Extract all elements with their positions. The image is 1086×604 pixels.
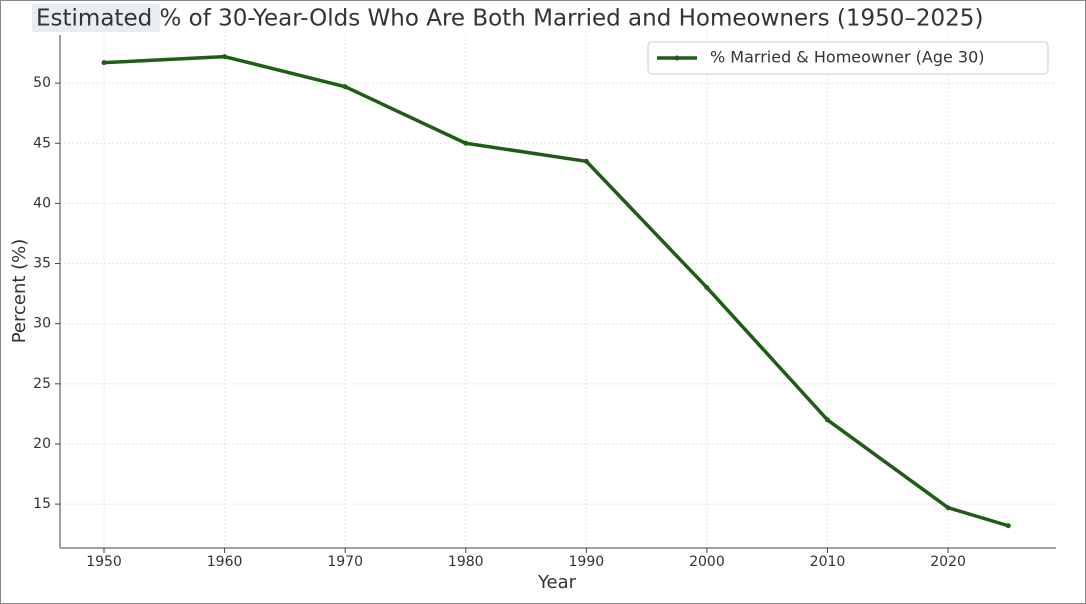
x-tick-label: 1980 <box>448 554 484 570</box>
y-tick-label: 15 <box>33 496 51 512</box>
data-line <box>103 54 1009 528</box>
y-tick-label: 45 <box>33 135 51 151</box>
x-tick-label: 2020 <box>930 554 966 570</box>
x-tick-label: 2000 <box>689 554 725 570</box>
legend-marker <box>674 55 680 61</box>
data-point <box>1005 523 1011 529</box>
data-point <box>342 84 348 90</box>
data-point <box>704 285 710 291</box>
x-tick-label: 1970 <box>327 554 363 570</box>
data-point <box>824 417 830 423</box>
y-tick-label: 50 <box>33 75 51 91</box>
chart-title: Estimated % of 30-Year-Olds Who Are Both… <box>36 6 983 32</box>
data-point <box>583 158 589 164</box>
data-point <box>222 54 228 60</box>
title-highlight <box>32 4 160 32</box>
y-tick-label: 20 <box>33 436 51 452</box>
data-point <box>101 60 107 66</box>
x-tick-label: 1950 <box>86 554 122 570</box>
legend-label: % Married & Homeowner (Age 30) <box>710 48 985 67</box>
y-tick-label: 35 <box>33 256 51 272</box>
y-tick-label: 40 <box>33 195 51 211</box>
x-tick-label: 2010 <box>810 554 846 570</box>
legend-box <box>647 41 1049 75</box>
x-tick-label: 1960 <box>207 554 243 570</box>
data-point <box>945 505 951 511</box>
y-axis-label: Percent (%) <box>9 239 30 344</box>
data-point <box>463 140 469 146</box>
x-axis-label: Year <box>537 572 577 593</box>
y-tick-label: 30 <box>33 316 51 332</box>
y-tick-label: 25 <box>33 376 51 392</box>
x-tick-label: 1990 <box>569 554 605 570</box>
